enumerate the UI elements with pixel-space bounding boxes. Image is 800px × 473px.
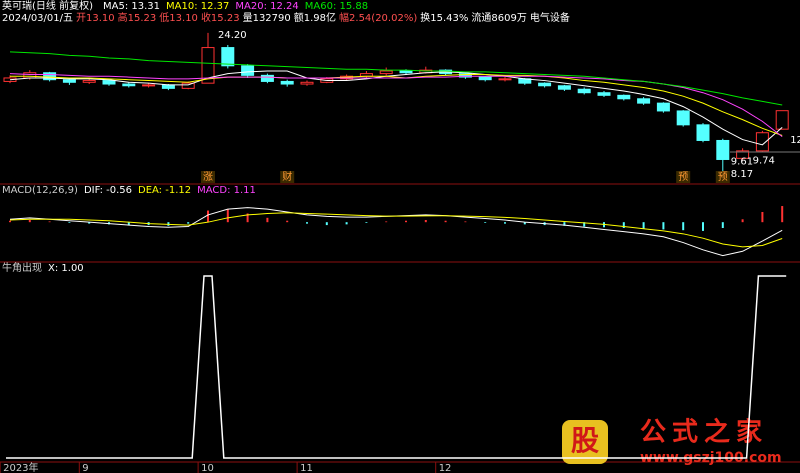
event-marker-box: [280, 171, 295, 183]
candle-body: [597, 92, 611, 96]
date-label: 2023年: [3, 461, 38, 473]
macd-title: MACD(12,26,9): [2, 185, 78, 196]
signal-title: 牛角出现: [2, 261, 42, 274]
watermark-name: 公式之家: [640, 417, 768, 448]
candle-body: [399, 70, 413, 74]
candle-body: [280, 80, 294, 85]
candle-body: [161, 84, 175, 89]
macd-line: [9, 212, 783, 248]
candle-body: [102, 80, 116, 85]
quote-info: 额1.98亿: [294, 11, 336, 24]
ma-label: MA60: 15.88: [305, 1, 368, 12]
date-label: 10: [201, 463, 214, 473]
price-annotation: 12: [790, 135, 800, 146]
quote-info: 流通8609万: [471, 11, 526, 24]
ma-line: [9, 70, 783, 146]
candle-body: [676, 110, 690, 126]
candle-body: [241, 65, 255, 76]
candle-body: [538, 82, 552, 87]
event-marker: 涨: [203, 171, 213, 183]
quote-info: 量132790: [243, 12, 291, 24]
quote-info: 高15.23: [118, 11, 157, 24]
price-annotation: 8.17: [731, 169, 753, 180]
ma-line: [10, 73, 783, 136]
event-marker: 预: [678, 171, 688, 183]
candle-body: [221, 47, 235, 67]
quote-info: 收15.23: [201, 11, 240, 24]
candle-body: [201, 47, 215, 84]
candle-body: [142, 84, 156, 87]
candle-body: [577, 88, 591, 94]
candle-body: [300, 81, 314, 85]
quote-info: 2024/03/01/五: [2, 13, 73, 24]
candle-body: [43, 72, 57, 81]
stock-title: 英可瑞(日线 前复权): [2, 0, 93, 12]
quote-info: 开13.10: [76, 13, 115, 24]
quote-info: 低13.10: [159, 11, 198, 24]
price-annotation: 9.74: [753, 155, 775, 166]
macd-label: MACD: 1.11: [197, 185, 256, 196]
candle-body: [736, 150, 750, 159]
candle-body: [260, 74, 274, 82]
signal-line: [6, 275, 787, 459]
candle-body: [62, 79, 76, 83]
candle-body: [23, 72, 37, 79]
candle-body: [775, 110, 789, 130]
candle-body: [716, 139, 730, 160]
macd-label: DEA: -1.12: [138, 185, 191, 196]
ma-label: MA5: 13.31: [103, 1, 160, 12]
event-marker-box: [676, 171, 691, 183]
ma-label: MA20: 12.24: [235, 1, 298, 12]
candle-body: [458, 73, 472, 78]
quote-info: 电气设备: [530, 11, 570, 24]
candle-body: [3, 77, 17, 82]
candle-body: [478, 76, 492, 81]
candle-body: [637, 98, 651, 104]
event-marker-box: [201, 171, 215, 183]
candle-body: [122, 83, 136, 87]
candle-body: [379, 70, 393, 75]
event-marker: 财: [282, 170, 292, 183]
quote-info: 换15.43%: [420, 11, 468, 24]
ma-line: [9, 51, 783, 106]
candle-body: [181, 82, 195, 89]
date-label: 9: [82, 463, 88, 473]
date-label: 11: [300, 463, 313, 473]
candle-body: [617, 94, 631, 100]
macd-label: DIF: -0.56: [84, 185, 132, 196]
event-marker-box: [715, 171, 730, 183]
logo: 股: [571, 424, 599, 457]
candle-body: [656, 102, 670, 112]
candle-body: [755, 132, 769, 152]
ma-label: MA10: 12.37: [166, 1, 229, 12]
logo-box: [562, 420, 608, 464]
candle-body: [696, 124, 710, 141]
candle-body: [498, 78, 512, 81]
price-annotation: 9.61: [731, 156, 753, 167]
date-label: 12: [439, 463, 452, 473]
quote-info: 幅2.54(20.02%): [339, 11, 417, 24]
price-annotation: 24.20: [218, 30, 247, 41]
event-marker: 预: [718, 171, 728, 183]
signal-label: X: 1.00: [48, 263, 84, 274]
candle-body: [557, 85, 571, 90]
candle-body: [82, 80, 96, 83]
